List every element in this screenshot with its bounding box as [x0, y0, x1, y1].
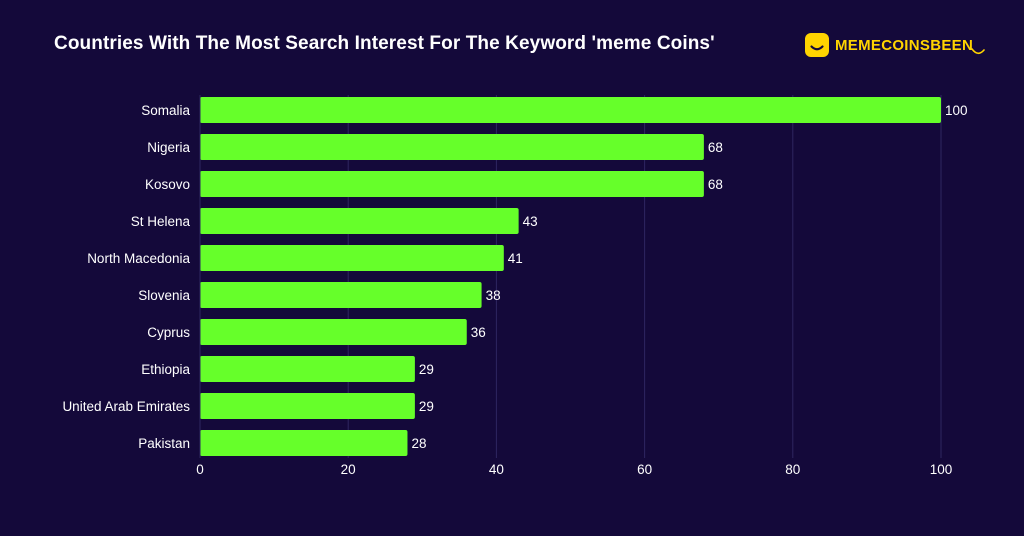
x-tick-label: 40 — [489, 462, 504, 477]
category-label: Slovenia — [138, 288, 190, 303]
data-label: 28 — [411, 436, 426, 451]
bar — [200, 134, 704, 160]
bar — [200, 319, 467, 345]
x-tick-label: 80 — [785, 462, 800, 477]
category-label: Cyprus — [147, 325, 190, 340]
data-label: 41 — [508, 251, 523, 266]
data-label: 36 — [471, 325, 486, 340]
category-label: North Macedonia — [87, 251, 190, 266]
bar — [200, 245, 504, 271]
data-label: 43 — [523, 214, 538, 229]
bar — [200, 356, 415, 382]
data-label: 68 — [708, 140, 723, 155]
bar — [200, 282, 482, 308]
data-label: 68 — [708, 177, 723, 192]
smiley-face-icon — [805, 33, 829, 57]
category-label: Nigeria — [147, 140, 190, 155]
x-tick-label: 20 — [341, 462, 356, 477]
brand-name: MEMECOINSBEEN — [835, 36, 974, 54]
page-title: Countries With The Most Search Interest … — [54, 33, 715, 54]
bar — [200, 97, 941, 123]
data-label: 29 — [419, 399, 434, 414]
category-label: United Arab Emirates — [62, 399, 190, 414]
category-label: Ethiopia — [141, 362, 190, 377]
bar — [200, 430, 408, 456]
swoosh-icon — [971, 48, 985, 55]
x-tick-label: 0 — [196, 462, 204, 477]
x-tick-label: 100 — [930, 462, 953, 477]
brand-logo: MEMECOINSBEEN — [805, 33, 985, 57]
category-label: Somalia — [141, 103, 190, 118]
bar — [200, 208, 519, 234]
data-label: 29 — [419, 362, 434, 377]
category-label: Pakistan — [138, 436, 190, 451]
bar — [200, 171, 704, 197]
data-label: 38 — [486, 288, 501, 303]
x-tick-label: 60 — [637, 462, 652, 477]
bar — [200, 393, 415, 419]
data-label: 100 — [945, 103, 968, 118]
category-label: St Helena — [131, 214, 191, 229]
category-label: Kosovo — [145, 177, 190, 192]
